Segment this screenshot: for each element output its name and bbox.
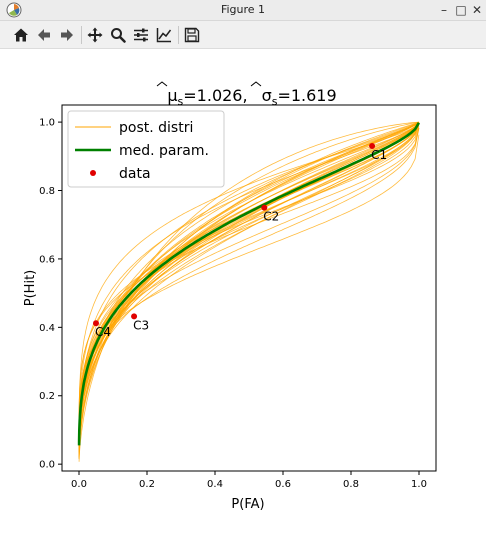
posterior-curve [78, 121, 419, 462]
y-tick-label: 0.0 [39, 460, 55, 471]
minimize-button[interactable]: – [441, 3, 447, 17]
configure-subplots-icon [134, 28, 148, 42]
y-tick-label: 0.8 [39, 186, 55, 197]
pan-button[interactable] [84, 24, 106, 46]
median-curve [77, 122, 421, 446]
x-tick-label: 0.8 [343, 479, 359, 490]
title-sigma: σ [262, 86, 272, 105]
legend-label: data [119, 166, 151, 182]
legend: post. distri med. param. data [67, 110, 225, 188]
home-icon [14, 28, 28, 42]
posterior-curve [78, 122, 420, 448]
legend-label: med. param. [119, 143, 209, 159]
data-point [131, 313, 138, 320]
forward-arrow-icon [61, 29, 73, 41]
home-button[interactable] [10, 24, 32, 46]
data-point-label: C3 [133, 318, 149, 332]
navigation-toolbar [0, 21, 486, 49]
zoom-button[interactable] [107, 24, 129, 46]
data-point [261, 204, 268, 211]
save-button[interactable] [181, 24, 203, 46]
data-point [93, 320, 99, 327]
posterior-curve [78, 121, 420, 459]
axis-ticks: 0.0 0.2 0.4 0.6 0.8 1.0 0.0 0.2 0.4 0.6 0.8 1.0 [39, 118, 427, 490]
close-button[interactable]: ✕ [471, 3, 483, 17]
back-button[interactable] [33, 24, 55, 46]
x-tick-label: 1.0 [411, 479, 427, 490]
title-sigma-hat [250, 81, 262, 87]
axes-frame [61, 104, 437, 472]
matplotlib-icon [6, 2, 22, 18]
title-mu-value: =1.026, [183, 86, 247, 105]
posterior-curve [78, 121, 420, 457]
legend-marker [90, 170, 96, 176]
toolbar-separator [81, 26, 82, 44]
pan-icon [87, 27, 103, 43]
edit-axis-icon [156, 28, 172, 43]
forward-button[interactable] [56, 24, 78, 46]
y-tick-label: 1.0 [39, 118, 55, 129]
y-tick-label: 0.2 [39, 391, 55, 402]
legend-box [67, 110, 225, 188]
data-point-label: C2 [263, 210, 279, 224]
figure-canvas[interactable]: μs=1.026, σs=1.619 C1 C2 C3 C4 0.0 0.2 0.4 0.6 0… [0, 49, 486, 532]
title-sigma-sub: s [272, 95, 278, 108]
title-mu: μ [167, 86, 177, 105]
configure-subplots-button[interactable] [130, 24, 152, 46]
chart-title: μs=1.026, σs=1.619 [167, 86, 336, 108]
legend-label: post. distri [119, 120, 193, 136]
y-axis-label: P(Hit) [23, 270, 38, 306]
title-mu-hat [156, 81, 168, 87]
data-point-label: C1 [371, 148, 387, 162]
y-tick-label: 0.6 [39, 254, 55, 265]
data-point-label: C4 [95, 325, 111, 339]
y-tick-label: 0.4 [39, 323, 55, 334]
back-arrow-icon [38, 29, 50, 41]
x-tick-label: 0.6 [275, 479, 291, 490]
x-axis-label: P(FA) [231, 497, 264, 512]
title-mu-sub: s [178, 95, 184, 108]
window-titlebar: Figure 1 – □ ✕ [0, 0, 486, 21]
window-title: Figure 1 [220, 3, 266, 16]
x-tick-label: 0.0 [71, 479, 87, 490]
data-point [369, 143, 376, 150]
zoom-icon [111, 28, 126, 43]
edit-axis-button[interactable] [153, 24, 175, 46]
title-sigma-value: =1.619 [277, 86, 336, 105]
maximize-button[interactable]: □ [455, 3, 467, 17]
x-tick-label: 0.2 [139, 479, 155, 490]
toolbar-separator [178, 26, 179, 44]
plot-area: C1 C2 C3 C4 [77, 121, 421, 462]
x-tick-label: 0.4 [207, 479, 223, 490]
posterior-curve [78, 121, 420, 445]
save-icon [184, 27, 200, 43]
